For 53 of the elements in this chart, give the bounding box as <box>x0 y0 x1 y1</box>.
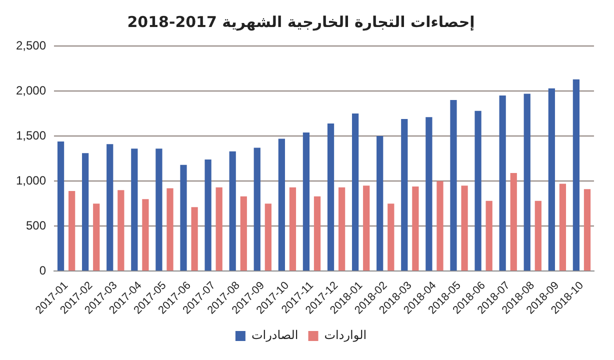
y-tick-label: 2,500 <box>16 38 46 52</box>
bar <box>412 186 419 271</box>
bar <box>204 159 212 271</box>
bar <box>352 114 359 271</box>
bar <box>327 123 334 271</box>
chart-title: إحصاءات التجارة الخارجية الشهرية 2017-2018 <box>127 12 475 31</box>
y-tick-label: 2,000 <box>16 83 46 98</box>
bar <box>229 151 236 271</box>
y-tick-label: 1,500 <box>16 128 46 142</box>
bar <box>264 204 272 271</box>
bar <box>302 132 310 271</box>
y-tick-label: 1,000 <box>16 173 46 188</box>
y-tick-label: 0 <box>39 263 46 278</box>
bar <box>131 148 138 271</box>
bar <box>461 186 468 271</box>
bar <box>510 172 517 271</box>
bar <box>254 148 260 271</box>
bar <box>191 207 198 271</box>
bar <box>180 164 187 271</box>
y-tick-label: 500 <box>26 218 46 232</box>
legend-label: الواردات <box>324 328 367 342</box>
bar <box>388 204 394 271</box>
bar <box>93 204 100 271</box>
bar <box>118 190 124 271</box>
bar <box>278 138 285 271</box>
bar <box>376 136 384 271</box>
bar <box>486 200 492 271</box>
bar <box>106 144 114 271</box>
bar <box>166 188 174 271</box>
bar <box>584 189 591 271</box>
bar <box>82 153 89 271</box>
bar <box>499 96 506 271</box>
bar <box>68 190 76 271</box>
bar <box>534 200 542 271</box>
bar <box>156 148 162 271</box>
bar <box>57 141 64 271</box>
bar <box>524 94 530 271</box>
bar <box>363 186 370 271</box>
bar <box>338 187 346 271</box>
bar <box>216 187 222 271</box>
bar <box>240 196 247 271</box>
legend-label: الصادرات <box>251 328 298 342</box>
bar <box>572 79 580 271</box>
bar <box>142 199 149 271</box>
bar <box>289 187 296 271</box>
bar <box>401 118 408 271</box>
bar <box>450 100 457 271</box>
bar <box>474 110 482 271</box>
bar <box>436 181 444 271</box>
bar <box>548 88 555 271</box>
bar <box>426 117 432 271</box>
bar <box>314 196 321 271</box>
bar <box>559 184 566 271</box>
